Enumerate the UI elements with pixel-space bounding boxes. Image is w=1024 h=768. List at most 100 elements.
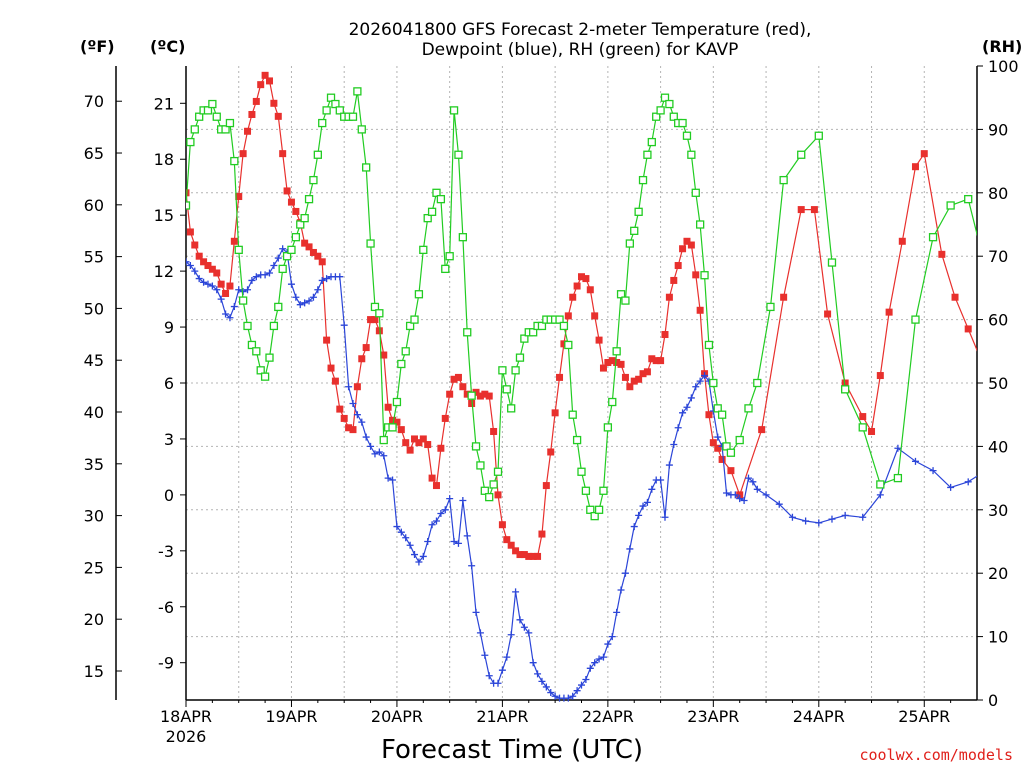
temperature-point xyxy=(415,439,423,447)
temperature-point xyxy=(687,241,695,249)
dewpoint-point xyxy=(432,517,440,525)
rh-point xyxy=(195,112,204,121)
rh-point xyxy=(357,125,366,134)
dewpoint-point xyxy=(358,418,366,426)
temperature-point xyxy=(230,237,238,245)
rh-point xyxy=(278,264,287,274)
rh-point xyxy=(634,207,643,216)
dewpoint-point xyxy=(463,532,471,540)
dewpoint-point xyxy=(723,489,731,497)
rh-point xyxy=(964,194,973,204)
rh-point xyxy=(353,87,362,96)
rh-point xyxy=(304,194,314,204)
temperature-point xyxy=(573,282,581,290)
rh-point xyxy=(586,505,595,514)
dewpoint-point xyxy=(353,411,361,419)
fahrenheit-tick-label: 60 xyxy=(84,196,104,215)
rh-point xyxy=(643,150,652,159)
dewpoint-point xyxy=(613,608,621,616)
rh-point xyxy=(225,118,235,128)
temperature-point xyxy=(468,400,476,408)
temperature-point xyxy=(367,316,375,324)
celsius-tick-label: -6 xyxy=(158,598,174,617)
dewpoint-point xyxy=(200,278,208,286)
dewpoint-point xyxy=(591,659,599,667)
dewpoint-point xyxy=(687,394,695,402)
unit-label-celsius: (ºC) xyxy=(150,37,185,56)
dewpoint-point xyxy=(520,623,528,631)
credit-link[interactable]: coolwx.com/models xyxy=(859,746,1013,764)
temperature-point xyxy=(709,439,717,447)
dewpoint-point xyxy=(292,293,300,301)
rh-point xyxy=(928,233,938,242)
temperature-point xyxy=(261,71,269,79)
dewpoint-point xyxy=(529,659,537,667)
dewpoint-point xyxy=(437,510,445,518)
rh-point xyxy=(797,150,806,159)
dewpoint-point xyxy=(213,286,221,294)
dewpoint-point xyxy=(749,478,757,486)
temperature-point xyxy=(428,474,436,482)
rh-point xyxy=(946,201,955,210)
temperature-point xyxy=(542,482,550,490)
dewpoint-point xyxy=(788,513,796,521)
temperature-point xyxy=(648,355,656,363)
rh-point xyxy=(572,435,582,445)
time-tick-year: 2026 xyxy=(166,727,207,746)
dewpoint-point xyxy=(665,461,673,469)
dewpoint-point xyxy=(186,262,194,270)
rh-point xyxy=(238,296,248,305)
temperature-point xyxy=(309,248,317,256)
temperature-point xyxy=(274,112,282,120)
temperature-point xyxy=(450,375,458,383)
rh-point xyxy=(687,150,696,159)
dewpoint-point xyxy=(252,273,260,281)
celsius-axis: 21 18 15 12 9 6 3 0 -3 -6 -9 xyxy=(154,94,186,673)
temperature-point xyxy=(520,551,528,559)
rh-point xyxy=(652,112,661,121)
rh-point xyxy=(564,340,573,350)
rh-point xyxy=(252,347,261,356)
dewpoint-point xyxy=(894,444,902,452)
rh-point xyxy=(322,106,331,115)
temperature-point xyxy=(679,245,687,253)
temperature-point xyxy=(454,373,462,381)
temperature-point xyxy=(661,331,669,339)
rh-point xyxy=(414,290,424,299)
temperature-point xyxy=(608,357,616,365)
rh-point xyxy=(256,366,265,375)
dewpoint-point xyxy=(222,310,230,318)
temperature-point xyxy=(340,414,348,422)
rh-point xyxy=(212,112,221,121)
dewpoint-point xyxy=(468,562,476,570)
rh-point xyxy=(265,353,274,362)
rh-point xyxy=(779,175,788,185)
rh-tick-label: 10 xyxy=(988,628,1008,647)
dewpoint-point xyxy=(301,299,309,307)
dewpoint-point xyxy=(318,276,326,284)
rh-point xyxy=(603,423,613,432)
temperature-point xyxy=(406,446,414,454)
temperature-point xyxy=(538,530,546,538)
temperature-point xyxy=(353,383,361,391)
fahrenheit-tick-label: 40 xyxy=(84,403,104,422)
rh-point xyxy=(735,435,744,445)
temperature-point xyxy=(235,193,243,201)
fahrenheit-axis: 70 65 60 55 50 45 40 35 30 25 20 15 xyxy=(84,92,122,681)
temperature-point xyxy=(582,275,590,283)
temperature-point xyxy=(204,262,212,270)
dewpoint-point xyxy=(802,517,810,525)
celsius-tick-label: 9 xyxy=(164,318,174,337)
dewpoint-point xyxy=(696,377,704,385)
dewpoint-point xyxy=(551,692,559,700)
rh-point xyxy=(704,340,714,350)
dewpoint-point xyxy=(287,280,295,288)
rh-point xyxy=(722,442,731,451)
dewpoint-point xyxy=(736,495,744,503)
dewpoint-point xyxy=(309,293,317,301)
rh-point xyxy=(234,245,243,255)
rh-point xyxy=(590,511,599,521)
dewpoint-point xyxy=(230,303,238,311)
rh-point xyxy=(397,359,406,369)
